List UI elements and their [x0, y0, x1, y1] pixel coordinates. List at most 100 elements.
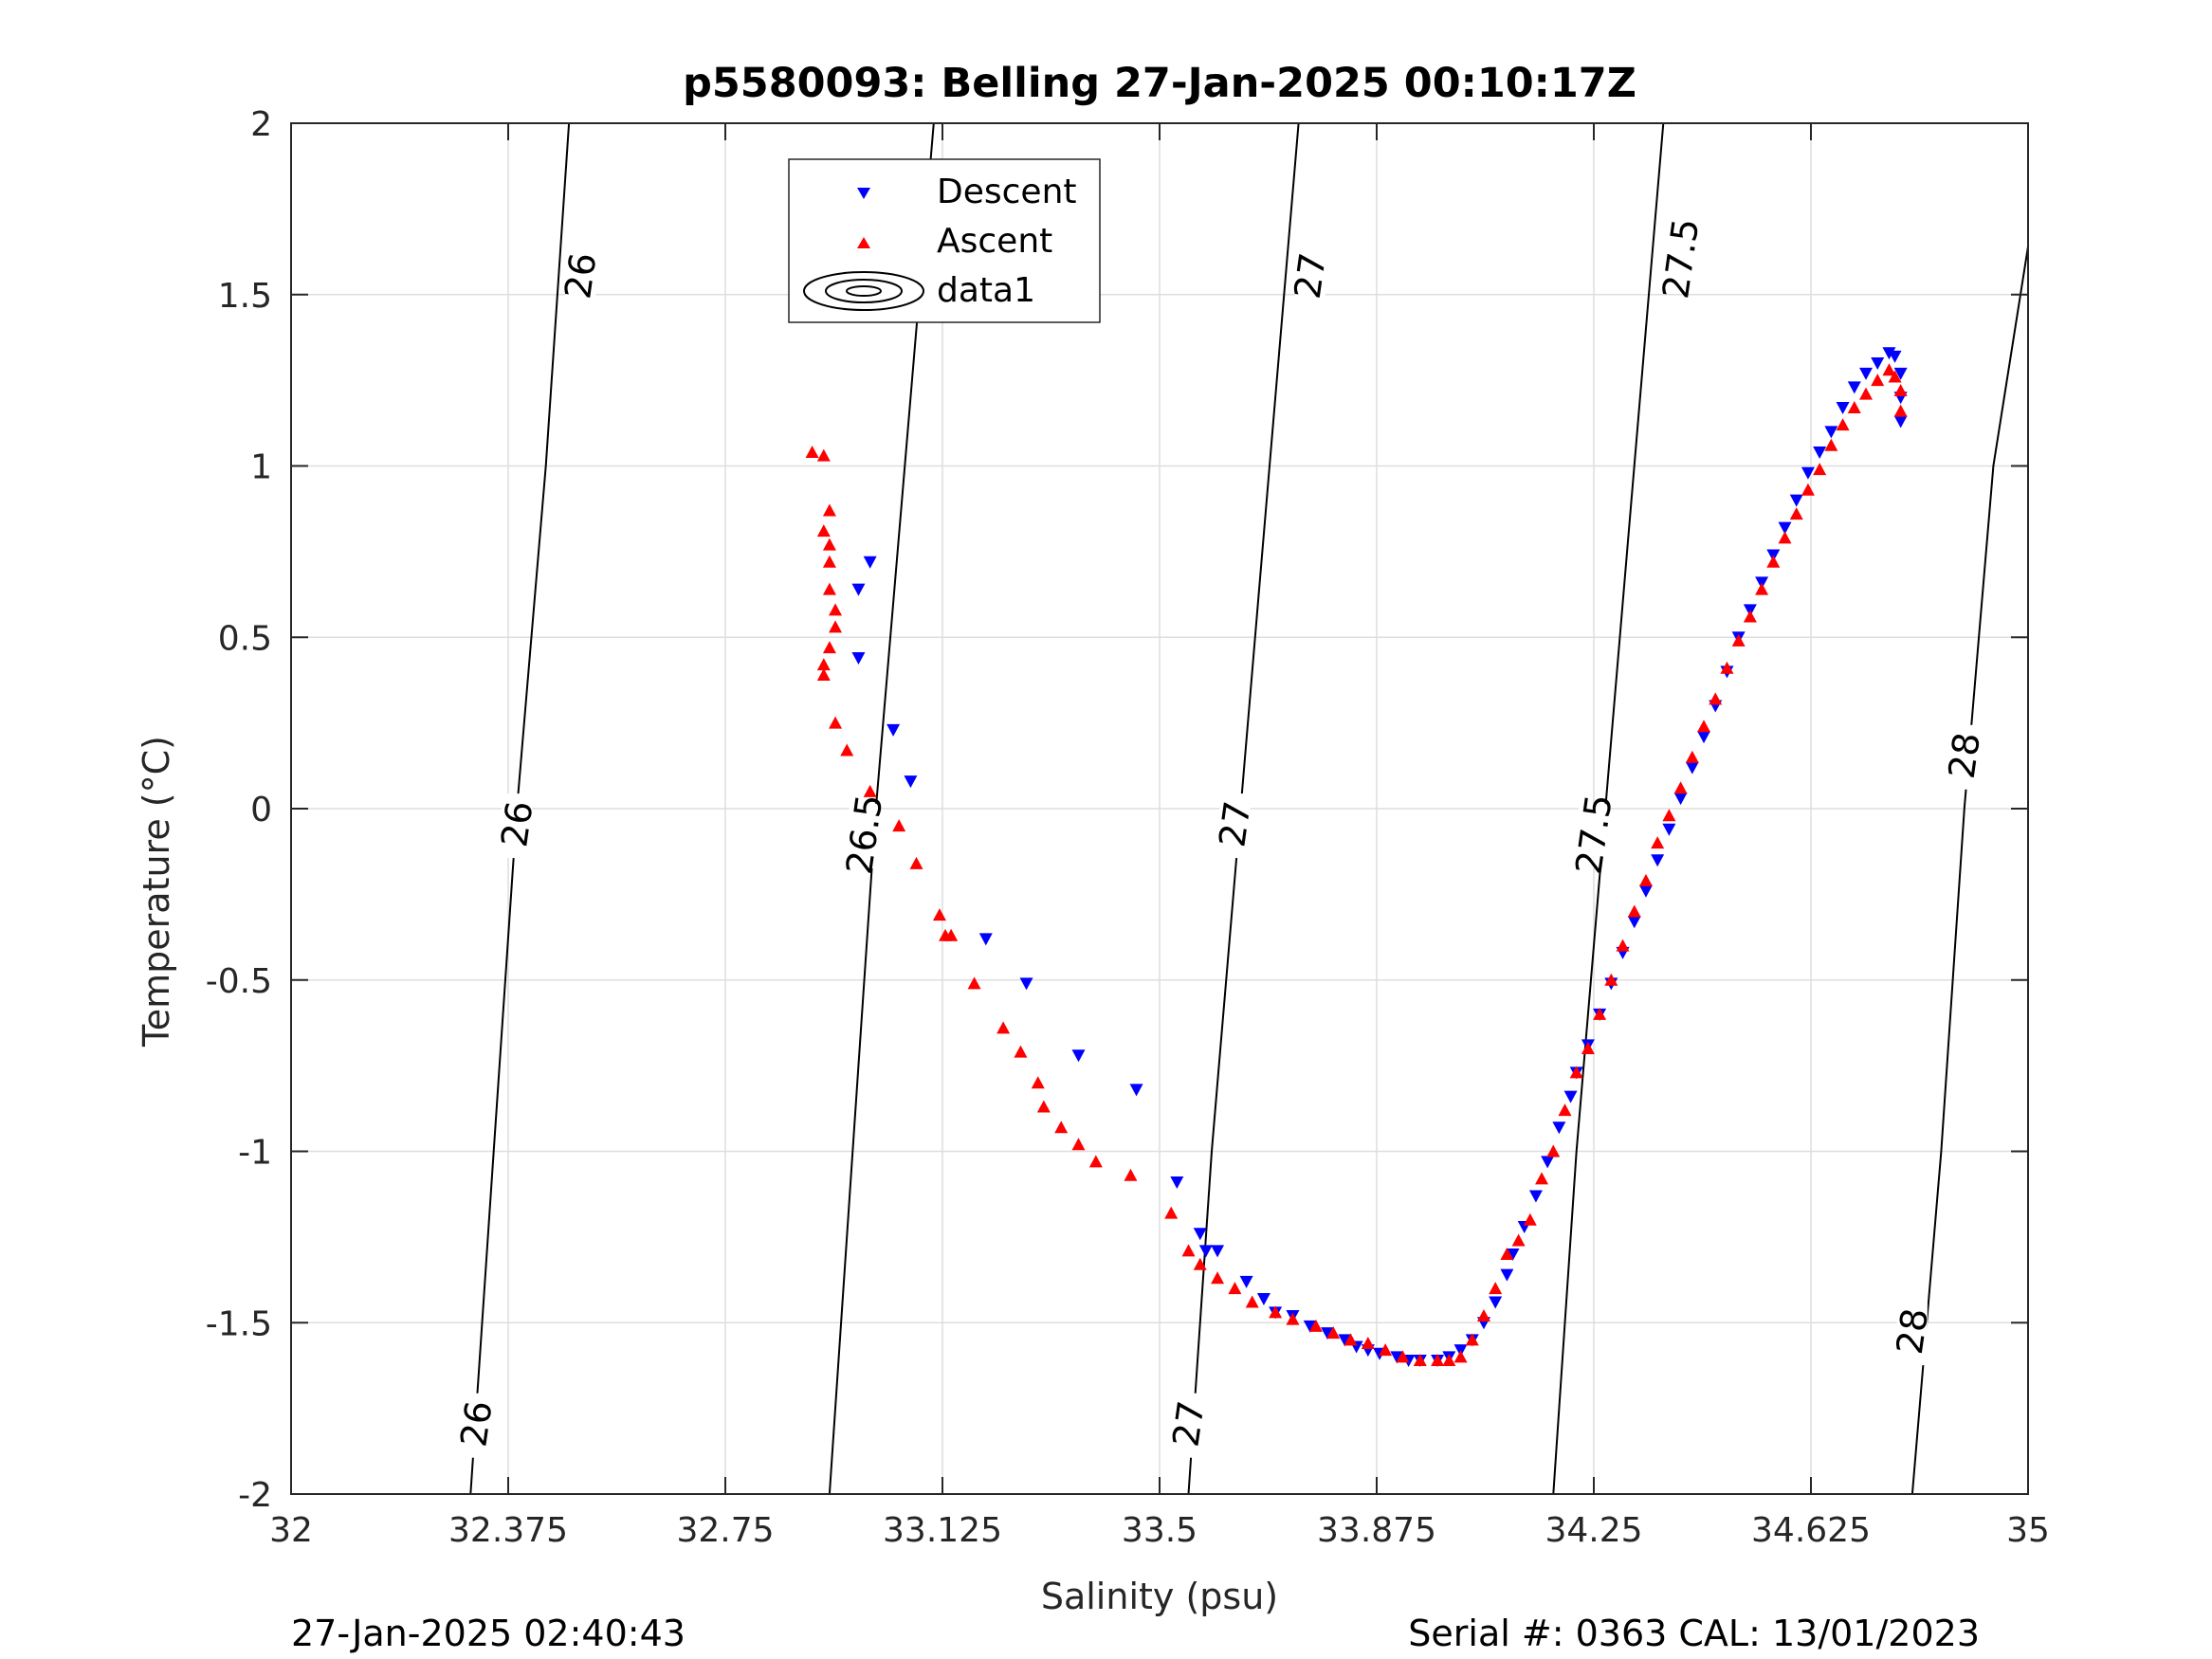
x-tick-label: 34.625 [1751, 1511, 1871, 1550]
ascent-point [816, 448, 831, 462]
y-tick-label: -0.5 [206, 962, 272, 1001]
ascent-point [1500, 1247, 1514, 1260]
contour-label-mask [461, 1393, 492, 1458]
descent-point [978, 933, 993, 946]
ascent-point [1308, 1319, 1323, 1332]
descent-point [1778, 521, 1792, 535]
ascent-point [822, 641, 836, 654]
ascent-series [805, 363, 1908, 1367]
descent-point [1685, 761, 1699, 775]
y-tick-label: 0 [250, 791, 272, 830]
contour-label-28: 28 [1941, 730, 1988, 781]
ascent-point [1442, 1354, 1456, 1367]
ascent-point [829, 716, 843, 729]
ascent-point [829, 620, 843, 633]
descent-point [1813, 447, 1827, 460]
ascent-point [816, 524, 831, 538]
contour-label-mask [1173, 1393, 1204, 1458]
ascent-point [1743, 610, 1757, 623]
contour-label-mask [565, 245, 596, 310]
ascent-point [1228, 1282, 1242, 1295]
descent-point [1563, 1090, 1578, 1103]
y-tick-label: -2 [238, 1476, 272, 1515]
ascent-point [909, 856, 923, 869]
contour-label-mask [849, 803, 880, 868]
descent-point [1239, 1275, 1253, 1288]
ascent-point [932, 908, 946, 921]
ascent-point [1124, 1168, 1138, 1181]
descent-point [1673, 793, 1688, 806]
descent-point [1303, 1320, 1317, 1333]
density-contour-28 [1910, 246, 2029, 1495]
y-tick-label: -1.5 [206, 1304, 272, 1343]
y-tick-label: 2 [250, 105, 272, 144]
ascent-point [1193, 1257, 1207, 1270]
legend-box [788, 158, 1101, 323]
legend-ascent-label: Ascent [937, 222, 1052, 261]
y-tick-label: -1 [238, 1134, 272, 1173]
contour-label-27: 27 [1287, 250, 1334, 301]
ascent-point [1824, 438, 1838, 451]
ascent-point [1558, 1103, 1572, 1117]
descent-point [1198, 1245, 1213, 1258]
ascent-point [1344, 1333, 1358, 1346]
x-tick-label: 33.5 [1122, 1511, 1197, 1550]
ascent-point [1836, 418, 1850, 431]
ascent-point [996, 1021, 1011, 1034]
descent-point [1859, 367, 1874, 380]
descent-point [1697, 731, 1711, 744]
contour-label-mask [502, 793, 533, 859]
legend-data1-contour-icon [803, 271, 924, 311]
y-tick-label: 0.5 [218, 619, 272, 658]
ascent-point [1627, 904, 1641, 918]
ascent-point [1286, 1312, 1300, 1325]
ascent-point [1651, 836, 1665, 849]
ascent-point [1581, 1042, 1595, 1055]
ascent-point [1720, 661, 1734, 674]
ascent-point [1662, 809, 1676, 822]
x-tick-label: 35 [2006, 1511, 2050, 1550]
ascent-point [1888, 370, 1902, 383]
ascent-point [1465, 1333, 1479, 1346]
descent-point [1882, 347, 1896, 360]
descent-point [1019, 977, 1033, 991]
contour-label-27: 27 [1211, 798, 1258, 849]
descent-point [1847, 381, 1861, 394]
ascent-point [1361, 1336, 1375, 1349]
descent-point [1801, 466, 1815, 480]
y-tick-label: 1.5 [218, 277, 272, 316]
descent-point [1071, 1049, 1086, 1063]
ascent-point [967, 976, 981, 990]
contour-label-mask [1579, 803, 1609, 868]
ascent-point [1036, 1100, 1051, 1113]
x-tick-label: 32 [269, 1511, 313, 1550]
ascent-point [1245, 1295, 1259, 1308]
contour-label-26: 26 [557, 250, 604, 301]
ascent-point [1778, 531, 1792, 544]
x-tick-label: 34.25 [1545, 1511, 1642, 1550]
legend-data1-label: data1 [937, 271, 1035, 310]
ascent-point [1523, 1212, 1537, 1226]
ascent-point [1071, 1138, 1086, 1151]
ascent-point [1813, 463, 1827, 476]
x-tick-label: 32.75 [676, 1511, 774, 1550]
ascent-point [822, 538, 836, 551]
contour-label-26: 26 [493, 798, 540, 849]
ascent-point [1604, 973, 1618, 986]
descent-point [1893, 367, 1908, 380]
ascent-point [1893, 383, 1908, 396]
ascent-point [1014, 1045, 1028, 1058]
descent-point [1627, 916, 1641, 929]
descent-point [1528, 1190, 1543, 1203]
ascent-point [1697, 720, 1711, 733]
contour-label-mask [1665, 228, 1696, 293]
contour-label-26: 26 [452, 1398, 500, 1449]
ascent-point [1789, 507, 1803, 520]
ascent-point [1871, 374, 1885, 387]
ascent-point [1489, 1282, 1503, 1295]
ascent-point [1859, 387, 1874, 400]
descent-point [1651, 854, 1665, 867]
descent-point [1836, 402, 1850, 415]
ascent-point [1882, 363, 1896, 376]
